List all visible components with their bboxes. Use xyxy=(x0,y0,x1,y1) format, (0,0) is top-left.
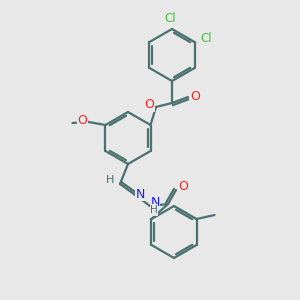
Text: N: N xyxy=(150,196,160,208)
Text: O: O xyxy=(144,98,154,112)
Text: N: N xyxy=(135,188,145,200)
Text: H: H xyxy=(106,175,114,185)
Text: Cl: Cl xyxy=(201,32,212,44)
Text: O: O xyxy=(178,181,188,194)
Text: O: O xyxy=(190,91,200,103)
Text: O: O xyxy=(77,113,87,127)
Text: H: H xyxy=(150,205,158,215)
Text: Cl: Cl xyxy=(164,13,176,26)
